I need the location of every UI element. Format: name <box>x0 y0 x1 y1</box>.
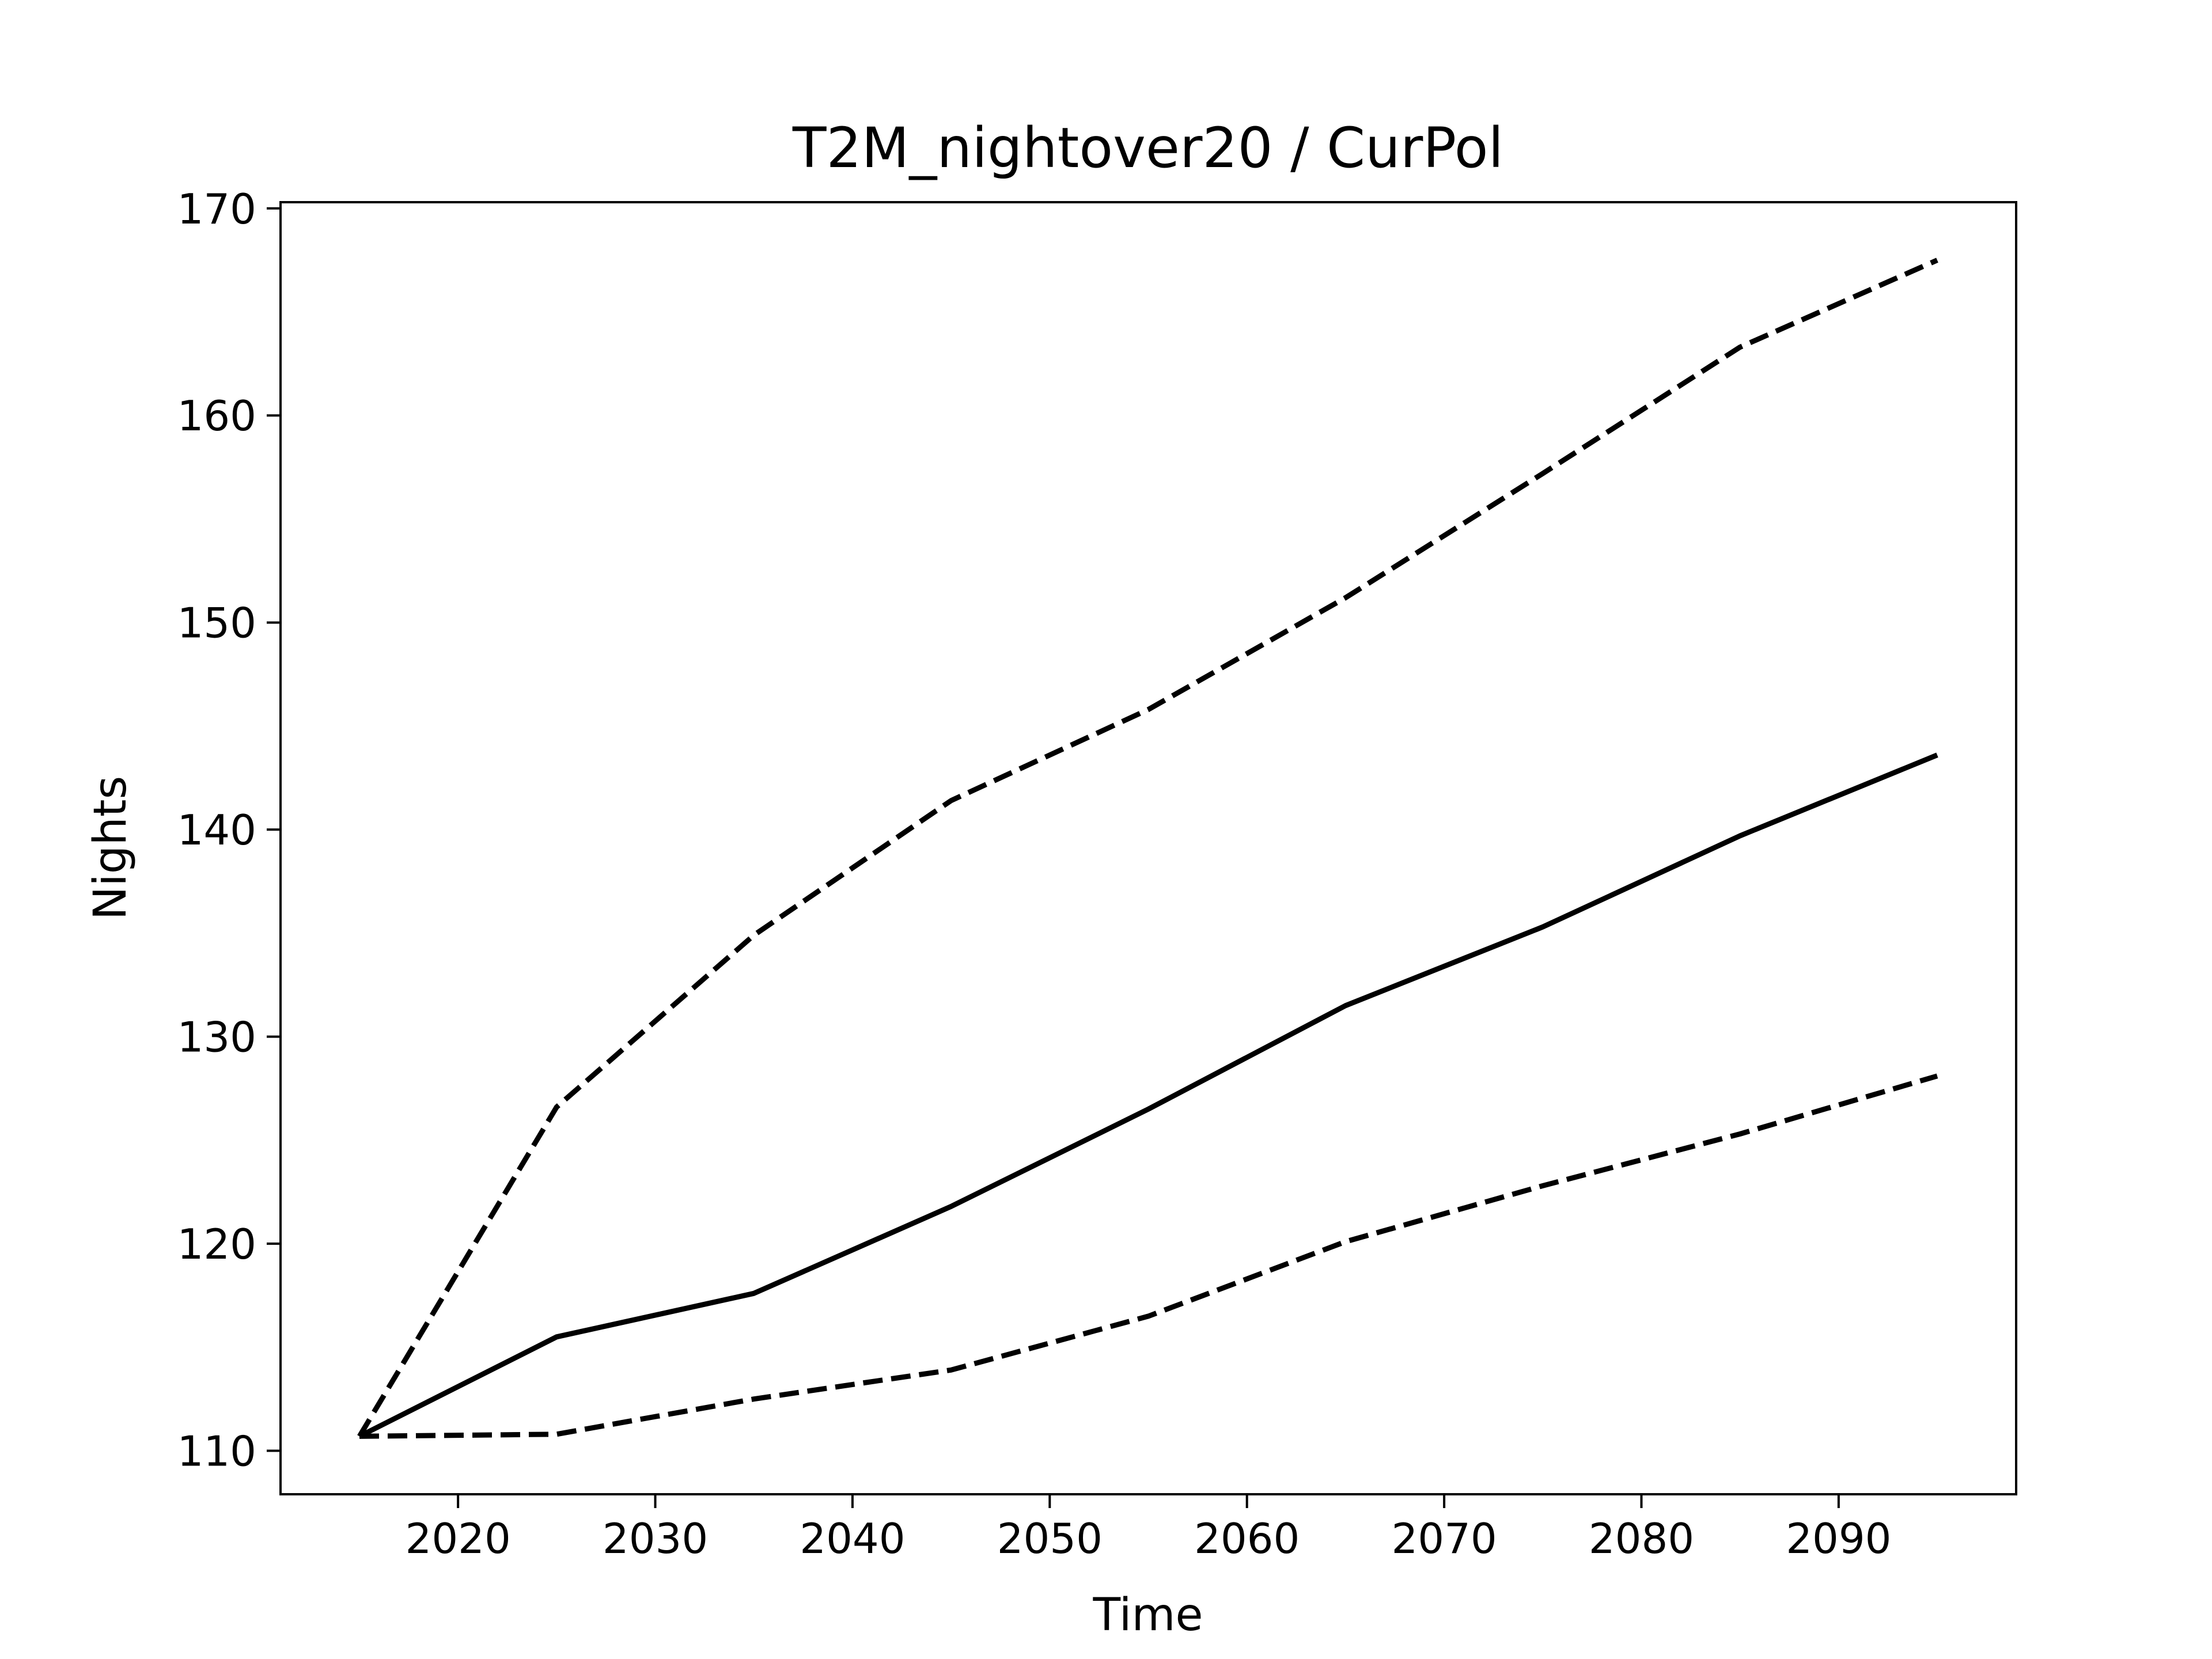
y-tick-label: 170 <box>177 185 256 233</box>
x-tick-label: 2020 <box>406 1514 511 1563</box>
x-tick-label: 2070 <box>1391 1514 1497 1563</box>
x-tick-label: 2080 <box>1589 1514 1694 1563</box>
x-tick-label: 2060 <box>1194 1514 1300 1563</box>
plot-frame <box>279 201 2017 1495</box>
y-axis-ticks: 110 120 130 140 150 160 170 <box>177 185 281 1476</box>
x-axis-label: Time <box>1093 1589 1203 1641</box>
series-line-2 <box>357 257 1938 1438</box>
y-tick-label: 120 <box>177 1220 256 1268</box>
x-tick-label: 2030 <box>603 1514 708 1563</box>
y-tick-label: 130 <box>177 1013 256 1062</box>
x-tick-label: 2050 <box>997 1514 1103 1563</box>
x-axis-ticks: 2020 2030 2040 2050 2060 2070 2080 2090 <box>406 1494 1891 1563</box>
y-tick-label: 150 <box>177 599 256 647</box>
series-line-3 <box>359 1073 1938 1439</box>
x-tick-label: 2040 <box>800 1514 905 1563</box>
y-tick-label: 110 <box>177 1427 256 1476</box>
y-tick-label: 160 <box>177 392 256 440</box>
x-tick-label: 2090 <box>1786 1514 1891 1563</box>
chart-title: T2M_nightover20 / CurPol <box>792 116 1503 180</box>
y-tick-label: 140 <box>177 806 256 854</box>
series-layer <box>357 257 1938 1439</box>
series-line-1 <box>358 752 1938 1439</box>
y-axis-label: Nights <box>85 776 137 920</box>
